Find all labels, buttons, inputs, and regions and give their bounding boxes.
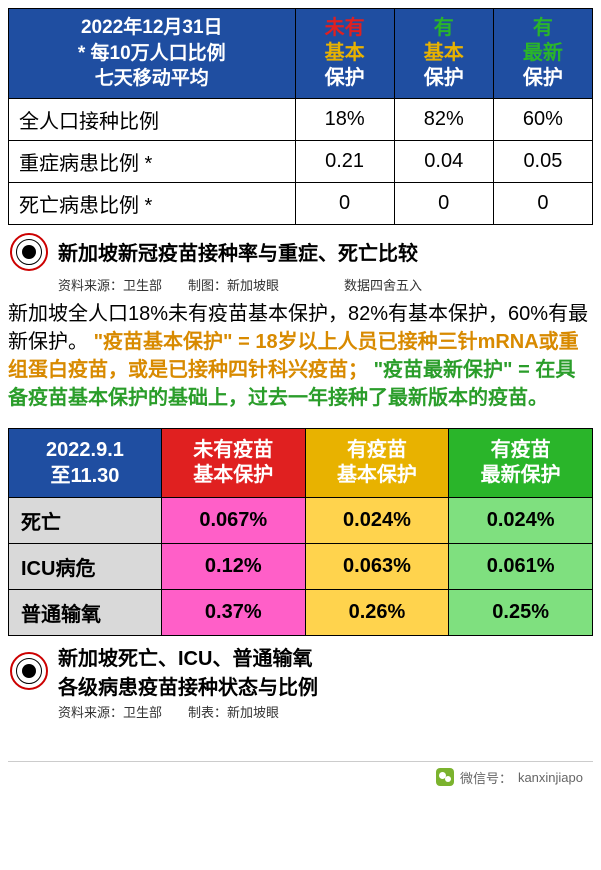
t1-r0-v0: 18% xyxy=(295,98,394,140)
table-row: 全人口接种比例 18% 82% 60% xyxy=(9,98,593,140)
t2-r2-v0: 0.37% xyxy=(161,589,305,635)
t2-r0-v2: 0.024% xyxy=(449,497,593,543)
t1-col-2: 有 最新 保护 xyxy=(493,9,592,99)
caption2-block: 新加坡死亡、ICU、普通输氧 各级病患疫苗接种状态与比例 xyxy=(8,642,593,700)
t2-main-header: 2022.9.1 至11.30 xyxy=(9,428,162,497)
footer-label: 微信号： xyxy=(460,768,512,787)
table-row: 死亡病患比例 * 0 0 0 xyxy=(9,182,593,224)
logo-icon xyxy=(8,231,50,273)
table-row: 重症病患比例 * 0.21 0.04 0.05 xyxy=(9,140,593,182)
t1-c0-l3: 保护 xyxy=(325,67,365,89)
t2-c1-l1: 有疫苗 xyxy=(347,439,407,461)
table-row: 普通输氧 0.37% 0.26% 0.25% xyxy=(9,589,593,635)
t2-c0-l1: 未有疫苗 xyxy=(193,439,273,461)
t2-r2-label: 普通输氧 xyxy=(9,589,162,635)
footer-id: kanxinjiapo xyxy=(518,770,583,785)
t1-hdr-l1: 2022年12月31日 xyxy=(81,17,223,38)
t1-r2-v2: 0 xyxy=(493,182,592,224)
t1-r1-v2: 0.05 xyxy=(493,140,592,182)
table-row: 死亡 0.067% 0.024% 0.024% xyxy=(9,497,593,543)
caption1-sub: 资料来源：卫生部 制图：新加坡眼 数据四舍五入 xyxy=(58,275,593,294)
footer: 微信号： kanxinjiapo xyxy=(8,761,593,797)
caption2-title2: 各级病患疫苗接种状态与比例 xyxy=(58,671,318,700)
t1-r0-v2: 60% xyxy=(493,98,592,140)
t2-col-1: 有疫苗 基本保护 xyxy=(305,428,449,497)
t2-c1-l2: 基本保护 xyxy=(337,464,417,486)
t1-r1-v1: 0.04 xyxy=(394,140,493,182)
t1-r1-label: 重症病患比例 * xyxy=(9,140,296,182)
t2-hm-l1: 2022.9.1 xyxy=(46,439,124,461)
t2-r1-label: ICU病危 xyxy=(9,543,162,589)
t1-col-1: 有 基本 保护 xyxy=(394,9,493,99)
t1-r0-label: 全人口接种比例 xyxy=(9,98,296,140)
t1-c1-l3: 保护 xyxy=(424,67,464,89)
t2-r1-v2: 0.061% xyxy=(449,543,593,589)
t2-r1-v1: 0.063% xyxy=(305,543,449,589)
t2-r1-v0: 0.12% xyxy=(161,543,305,589)
t1-hdr-l3: 七天移动平均 xyxy=(95,68,209,89)
t1-hdr-l2: * 每10万人口比例 xyxy=(78,43,226,64)
t2-c0-l2: 基本保护 xyxy=(193,464,273,486)
t2-r0-v0: 0.067% xyxy=(161,497,305,543)
t1-c2-l2: 最新 xyxy=(523,42,563,64)
caption2-title1: 新加坡死亡、ICU、普通输氧 xyxy=(58,642,318,671)
t2-col-2: 有疫苗 最新保护 xyxy=(449,428,593,497)
t2-hm-l2: 至11.30 xyxy=(50,465,119,487)
t2-c2-l1: 有疫苗 xyxy=(491,439,551,461)
logo-icon xyxy=(8,650,50,692)
t1-r0-v1: 82% xyxy=(394,98,493,140)
t1-c0-l1: 未有 xyxy=(325,17,365,39)
vaccine-rate-table: 2022年12月31日 * 每10万人口比例 七天移动平均 未有 基本 保护 有… xyxy=(8,8,593,225)
t2-r0-v1: 0.024% xyxy=(305,497,449,543)
severity-rate-table: 2022.9.1 至11.30 未有疫苗 基本保护 有疫苗 基本保护 有疫苗 最… xyxy=(8,428,593,636)
wechat-icon xyxy=(436,768,454,786)
t2-r2-v1: 0.26% xyxy=(305,589,449,635)
t2-r2-v2: 0.25% xyxy=(449,589,593,635)
t1-c2-l1: 有 xyxy=(533,17,553,39)
t2-col-0: 未有疫苗 基本保护 xyxy=(161,428,305,497)
table1-main-header: 2022年12月31日 * 每10万人口比例 七天移动平均 xyxy=(9,9,296,99)
t1-c1-l1: 有 xyxy=(434,17,454,39)
explanation-paragraph: 新加坡全人口18%未有疫苗基本保护，82%有基本保护，60%有最新保护。 "疫苗… xyxy=(8,300,593,412)
t1-r2-label: 死亡病患比例 * xyxy=(9,182,296,224)
t1-col-0: 未有 基本 保护 xyxy=(295,9,394,99)
caption1-block: 新加坡新冠疫苗接种率与重症、死亡比较 xyxy=(8,231,593,273)
t1-r1-v0: 0.21 xyxy=(295,140,394,182)
t1-c2-l3: 保护 xyxy=(523,67,563,89)
t1-r2-v0: 0 xyxy=(295,182,394,224)
caption1-title: 新加坡新冠疫苗接种率与重症、死亡比较 xyxy=(58,237,418,266)
table-row: ICU病危 0.12% 0.063% 0.061% xyxy=(9,543,593,589)
caption2-sub: 资料来源：卫生部 制表：新加坡眼 xyxy=(58,702,593,721)
t1-c1-l2: 基本 xyxy=(424,42,464,64)
t1-c0-l2: 基本 xyxy=(325,42,365,64)
t2-r0-label: 死亡 xyxy=(9,497,162,543)
t1-r2-v1: 0 xyxy=(394,182,493,224)
t2-c2-l2: 最新保护 xyxy=(481,464,561,486)
